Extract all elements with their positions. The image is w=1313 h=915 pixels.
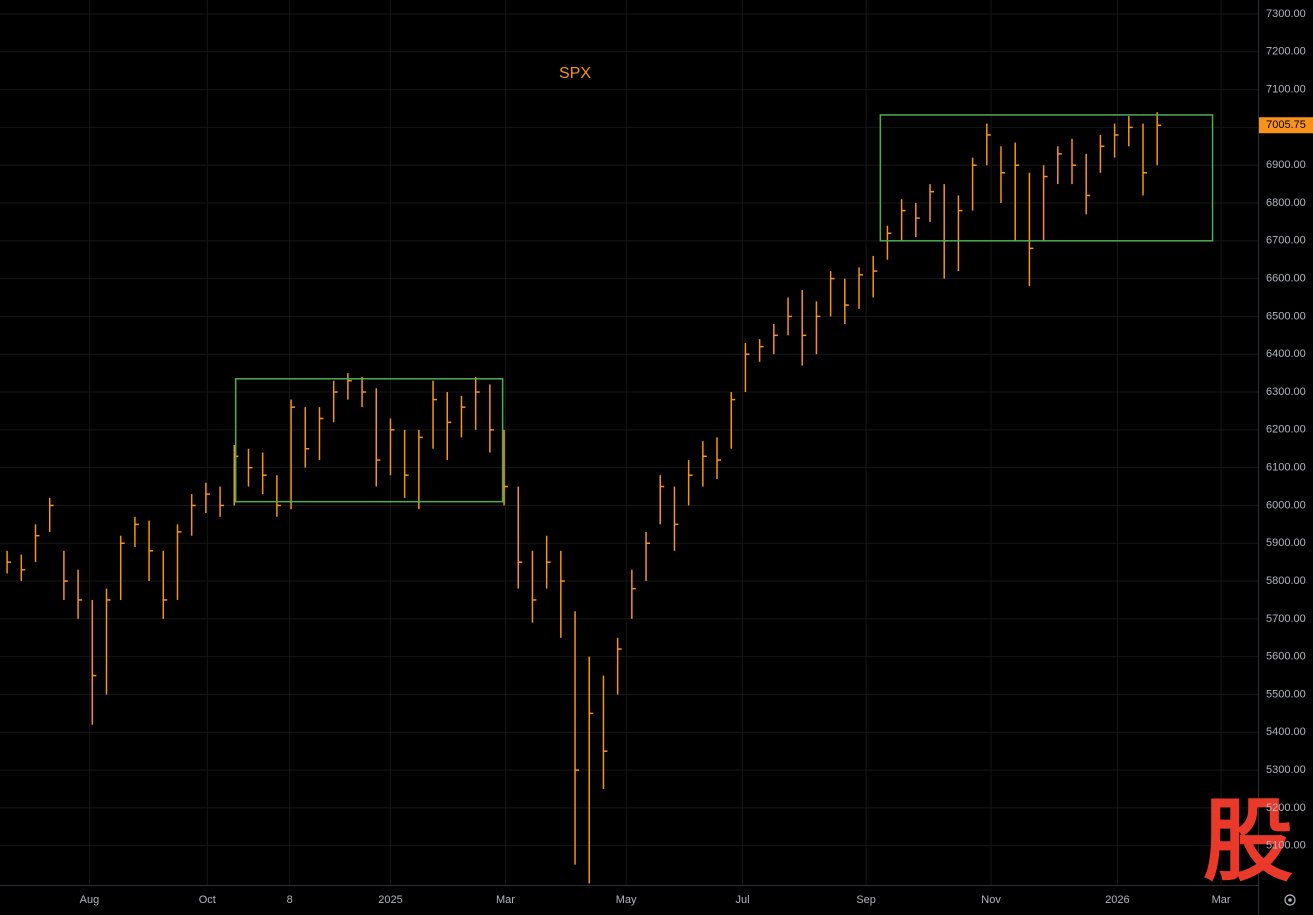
x-tick-label: Nov — [981, 894, 1001, 906]
range-box — [234, 378, 504, 503]
x-tick-label: Aug — [80, 894, 100, 906]
chart-title: SPX — [559, 65, 591, 82]
x-tick-label: 2025 — [378, 894, 402, 906]
y-tick-label: 6100.00 — [1266, 462, 1306, 474]
y-tick-label: 5100.00 — [1266, 840, 1306, 852]
y-tick-label: 6400.00 — [1266, 348, 1306, 360]
x-tick-label: Mar — [1212, 894, 1231, 906]
y-tick-label: 7200.00 — [1266, 46, 1306, 58]
y-tick-label: 6900.00 — [1266, 159, 1306, 171]
y-tick-label: 5700.00 — [1266, 613, 1306, 625]
y-tick-label: 6600.00 — [1266, 273, 1306, 285]
grid — [0, 0, 1258, 885]
y-tick-label: 6000.00 — [1266, 499, 1306, 511]
watermark: 股 — [1203, 792, 1293, 892]
y-tick-label: 6500.00 — [1266, 310, 1306, 322]
plot-area — [6, 112, 1214, 884]
x-tick-label: Sep — [856, 894, 876, 906]
x-tick-label: Jul — [736, 894, 750, 906]
y-tick-label: 6800.00 — [1266, 197, 1306, 209]
y-tick-label: 6700.00 — [1266, 235, 1306, 247]
settings-icon-dot[interactable] — [1288, 898, 1292, 902]
x-tick-label: May — [616, 894, 637, 906]
y-tick-label: 5300.00 — [1266, 764, 1306, 776]
x-tick-label: 8 — [287, 894, 293, 906]
settings-icon-ring[interactable] — [1284, 894, 1296, 906]
last-price-label: 7005.75 — [1266, 119, 1306, 131]
y-tick-label: 5400.00 — [1266, 726, 1306, 738]
x-tick-label: Oct — [199, 894, 216, 906]
y-tick-label: 7300.00 — [1266, 8, 1306, 20]
y-tick-label: 6300.00 — [1266, 386, 1306, 398]
x-tick-label: 2026 — [1105, 894, 1129, 906]
last-price-tag — [1259, 117, 1313, 134]
y-tick-label: 5600.00 — [1266, 651, 1306, 663]
y-tick-label: 5800.00 — [1266, 575, 1306, 587]
range-box — [879, 114, 1214, 242]
settings-icon[interactable] — [1284, 894, 1296, 906]
x-tick-label: Mar — [496, 894, 515, 906]
y-tick-label: 5500.00 — [1266, 688, 1306, 700]
y-tick-label: 6200.00 — [1266, 424, 1306, 436]
y-tick-label: 5900.00 — [1266, 537, 1306, 549]
y-tick-label: 7100.00 — [1266, 84, 1306, 96]
y-tick-label: 5200.00 — [1266, 802, 1306, 814]
